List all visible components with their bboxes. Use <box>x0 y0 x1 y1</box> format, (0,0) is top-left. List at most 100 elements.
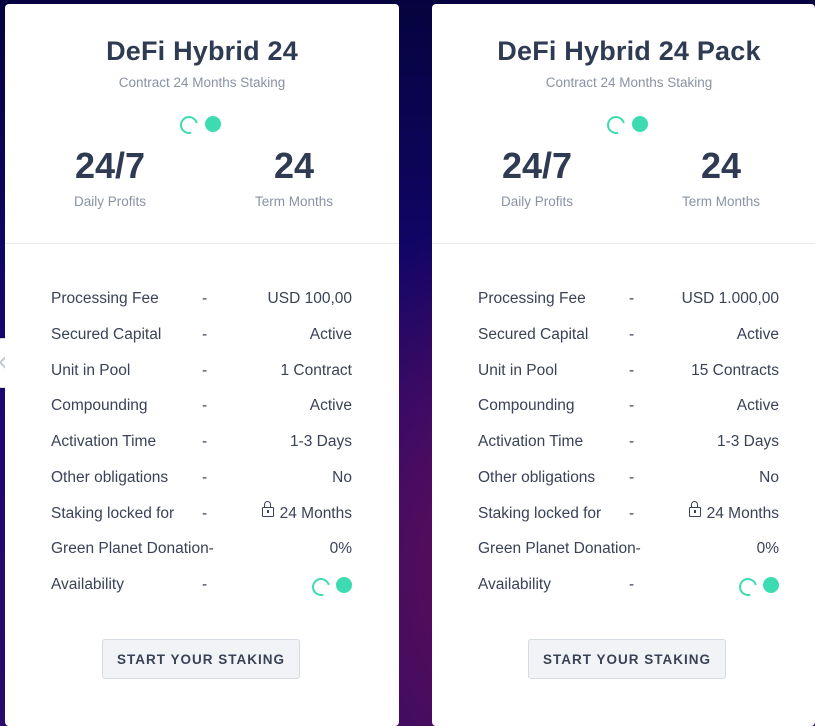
detail-value: 0% <box>329 540 352 557</box>
stat-label: Daily Profits <box>73 194 146 209</box>
online-dot-icon <box>205 116 221 132</box>
detail-value: 0% <box>756 540 779 557</box>
status-indicator-icon <box>735 574 779 600</box>
detail-label: Secured Capital <box>51 326 162 343</box>
detail-label: Other obligations <box>478 469 596 486</box>
detail-label: Availability <box>51 576 124 593</box>
detail-label: Unit in Pool <box>51 362 131 379</box>
detail-value: 1 Contract <box>280 362 352 379</box>
stat-term-months: 24 Term Months <box>219 142 369 209</box>
stat-value: 24 <box>700 145 742 186</box>
online-dot-icon <box>336 577 352 593</box>
lock-icon <box>688 501 701 517</box>
detail-label: Activation Time <box>51 433 157 450</box>
detail-separator: - <box>202 505 208 522</box>
detail-label: Unit in Pool <box>478 362 558 379</box>
detail-separator: - <box>629 469 635 486</box>
start-staking-button[interactable]: START YOUR STAKING <box>102 639 300 679</box>
detail-separator: - <box>629 290 635 307</box>
detail-value: 24 Months <box>706 505 779 522</box>
detail-value: No <box>759 469 779 486</box>
detail-row-other-obligations: Other obligations - No <box>51 469 352 491</box>
detail-separator: - <box>202 469 208 486</box>
lock-icon <box>261 501 274 517</box>
detail-value: 15 Contracts <box>691 362 779 379</box>
stat-label: Term Months <box>681 194 761 209</box>
detail-label: Staking locked for <box>478 505 602 522</box>
online-dot-icon <box>763 577 779 593</box>
detail-separator: - <box>629 505 635 522</box>
detail-row-staking-locked: Staking locked for - 24 Months <box>51 501 352 527</box>
stat-daily-profits: 24/7 Daily Profits <box>462 142 612 209</box>
status-indicator-icon <box>603 112 651 139</box>
status-indicator-icon <box>176 112 224 139</box>
detail-value: Active <box>309 397 352 414</box>
detail-label: Other obligations <box>51 469 169 486</box>
stat-value: 24/7 <box>501 145 573 186</box>
detail-separator: - <box>202 362 208 379</box>
stat-label: Daily Profits <box>500 194 573 209</box>
stat-value: 24 <box>273 145 315 186</box>
spinner-icon <box>176 112 202 138</box>
detail-label: Availability <box>478 576 551 593</box>
detail-label: Green Planet Donation- <box>51 540 214 557</box>
stat-value: 24/7 <box>74 145 146 186</box>
detail-value: USD 1.000,00 <box>681 290 779 307</box>
detail-row-compounding: Compounding - Active <box>51 397 352 419</box>
plan-card-defi-hybrid-24: DeFi Hybrid 24 Contract 24 Months Stakin… <box>5 4 399 726</box>
detail-separator: - <box>202 433 208 450</box>
online-dot-icon <box>632 116 648 132</box>
detail-row-green-planet-donation: Green Planet Donation- 0% <box>51 540 352 562</box>
detail-row-compounding: Compounding - Active <box>478 397 779 419</box>
detail-separator: - <box>629 397 635 414</box>
stat-label: Term Months <box>254 194 334 209</box>
stat-daily-profits: 24/7 Daily Profits <box>35 142 185 209</box>
detail-label: Green Planet Donation- <box>478 540 641 557</box>
spinner-icon <box>308 574 334 600</box>
divider <box>5 243 399 244</box>
detail-label: Secured Capital <box>478 326 589 343</box>
detail-row-other-obligations: Other obligations - No <box>478 469 779 491</box>
detail-separator: - <box>202 576 208 593</box>
status-indicator-icon <box>308 574 352 600</box>
detail-label: Processing Fee <box>478 290 586 307</box>
plan-title: DeFi Hybrid 24 <box>106 36 298 66</box>
detail-label: Processing Fee <box>51 290 159 307</box>
detail-label: Staking locked for <box>51 505 175 522</box>
detail-row-processing-fee: Processing Fee - USD 1.000,00 <box>478 290 779 312</box>
detail-label: Compounding <box>478 397 575 414</box>
detail-label: Activation Time <box>478 433 584 450</box>
detail-value-with-lock: 24 Months <box>688 501 779 523</box>
detail-row-activation-time: Activation Time - 1-3 Days <box>478 433 779 455</box>
detail-separator: - <box>629 433 635 450</box>
detail-separator: - <box>629 576 635 593</box>
divider <box>432 243 815 244</box>
detail-value: USD 100,00 <box>267 290 352 307</box>
stat-term-months: 24 Term Months <box>646 142 796 209</box>
detail-value: 1-3 Days <box>716 433 779 450</box>
plan-subtitle: Contract 24 Months Staking <box>118 75 286 90</box>
detail-value: No <box>332 469 352 486</box>
detail-row-activation-time: Activation Time - 1-3 Days <box>51 433 352 455</box>
spinner-icon <box>735 574 761 600</box>
detail-value: Active <box>736 397 779 414</box>
detail-row-staking-locked: Staking locked for - 24 Months <box>478 501 779 527</box>
detail-row-green-planet-donation: Green Planet Donation- 0% <box>478 540 779 562</box>
detail-row-unit-in-pool: Unit in Pool - 1 Contract <box>51 362 352 384</box>
detail-separator: - <box>202 326 208 343</box>
detail-separator: - <box>629 362 635 379</box>
detail-separator: - <box>202 290 208 307</box>
detail-value-with-lock: 24 Months <box>261 501 352 523</box>
detail-separator: - <box>202 397 208 414</box>
detail-separator: - <box>629 326 635 343</box>
detail-value: Active <box>736 326 779 343</box>
plan-card-defi-hybrid-24-pack: DeFi Hybrid 24 Pack Contract 24 Months S… <box>432 4 815 726</box>
detail-row-processing-fee: Processing Fee - USD 100,00 <box>51 290 352 312</box>
detail-value: 1-3 Days <box>289 433 352 450</box>
plan-title: DeFi Hybrid 24 Pack <box>497 36 761 66</box>
detail-label: Compounding <box>51 397 148 414</box>
detail-row-secured-capital: Secured Capital - Active <box>51 326 352 348</box>
start-staking-button[interactable]: START YOUR STAKING <box>528 639 726 679</box>
detail-row-unit-in-pool: Unit in Pool - 15 Contracts <box>478 362 779 384</box>
detail-row-availability: Availability - <box>478 574 779 600</box>
